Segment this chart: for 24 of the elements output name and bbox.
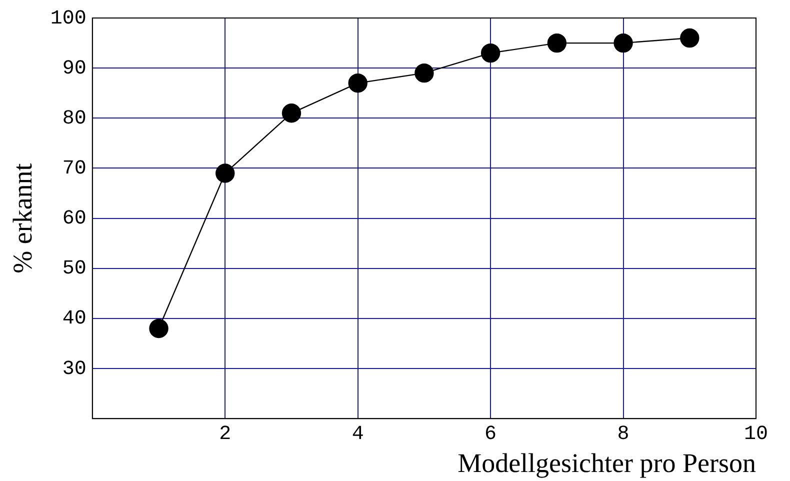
point [614, 33, 633, 53]
point [414, 63, 434, 83]
y-tick-label: 80 [62, 107, 86, 130]
point [680, 28, 700, 48]
x-tick-label: 2 [219, 422, 232, 446]
point [216, 164, 235, 183]
point [282, 104, 302, 123]
x-tick-label: 8 [617, 422, 630, 446]
point [348, 74, 368, 93]
y-tick-label: 30 [62, 358, 86, 381]
y-axis-title: % erkannt [7, 162, 38, 274]
y-tick-label: 90 [62, 57, 86, 80]
x-axis-title: Modellgesichter pro Person [458, 448, 756, 478]
y-tick-label: 70 [62, 158, 86, 181]
x-tick-label: 6 [484, 422, 497, 446]
x-tick-label: 10 [744, 422, 768, 446]
y-tick-label: 100 [50, 7, 86, 30]
y-tick-label: 60 [62, 208, 86, 231]
point [547, 33, 567, 53]
point [480, 43, 500, 63]
point [149, 318, 168, 338]
y-tick-label: 50 [62, 258, 86, 281]
y-tick-label: 40 [62, 308, 86, 331]
x-tick-label: 4 [352, 422, 364, 446]
